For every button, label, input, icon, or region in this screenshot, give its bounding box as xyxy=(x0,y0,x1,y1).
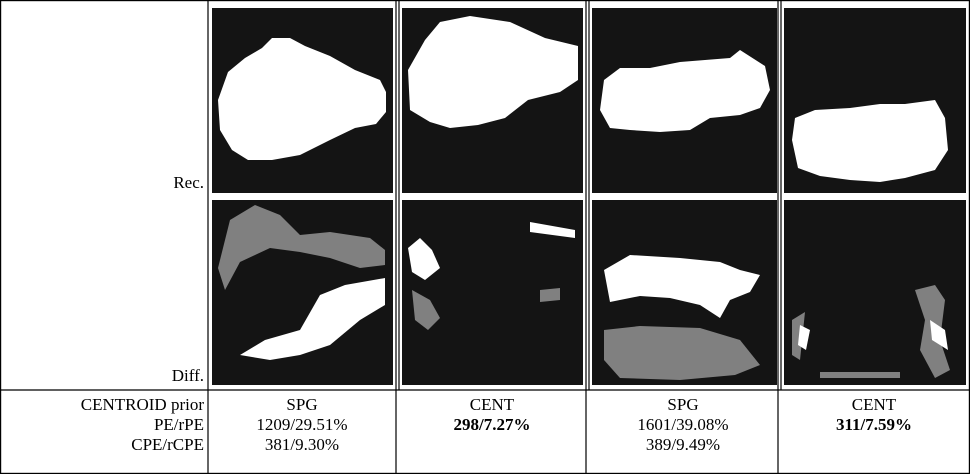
cell-prior: CENT xyxy=(852,395,897,414)
cell-prior: SPG xyxy=(667,395,698,414)
row-label: CPE/rCPE xyxy=(131,435,204,454)
cell-pe: 1209/29.51% xyxy=(256,415,347,434)
cell-cpe: 389/9.49% xyxy=(646,435,720,454)
row-label: Diff. xyxy=(172,366,204,385)
cell-pe: 311/7.59% xyxy=(836,415,912,434)
row-label: PE/rPE xyxy=(154,415,204,434)
metric-cells: SPG1209/29.51%381/9.30%CENT298/7.27%SPG1… xyxy=(256,395,912,454)
row-label: Rec. xyxy=(173,173,204,192)
row-label: CENTROID prior xyxy=(81,395,205,414)
cell-prior: SPG xyxy=(286,395,317,414)
figure-table: Rec. Diff. CENTROID prior PE/rPE CPE/rCP… xyxy=(0,0,970,474)
cell-cpe: 381/9.30% xyxy=(265,435,339,454)
cell-pe: 1601/39.08% xyxy=(637,415,728,434)
cell-pe: 298/7.27% xyxy=(454,415,531,434)
cell-prior: CENT xyxy=(470,395,515,414)
